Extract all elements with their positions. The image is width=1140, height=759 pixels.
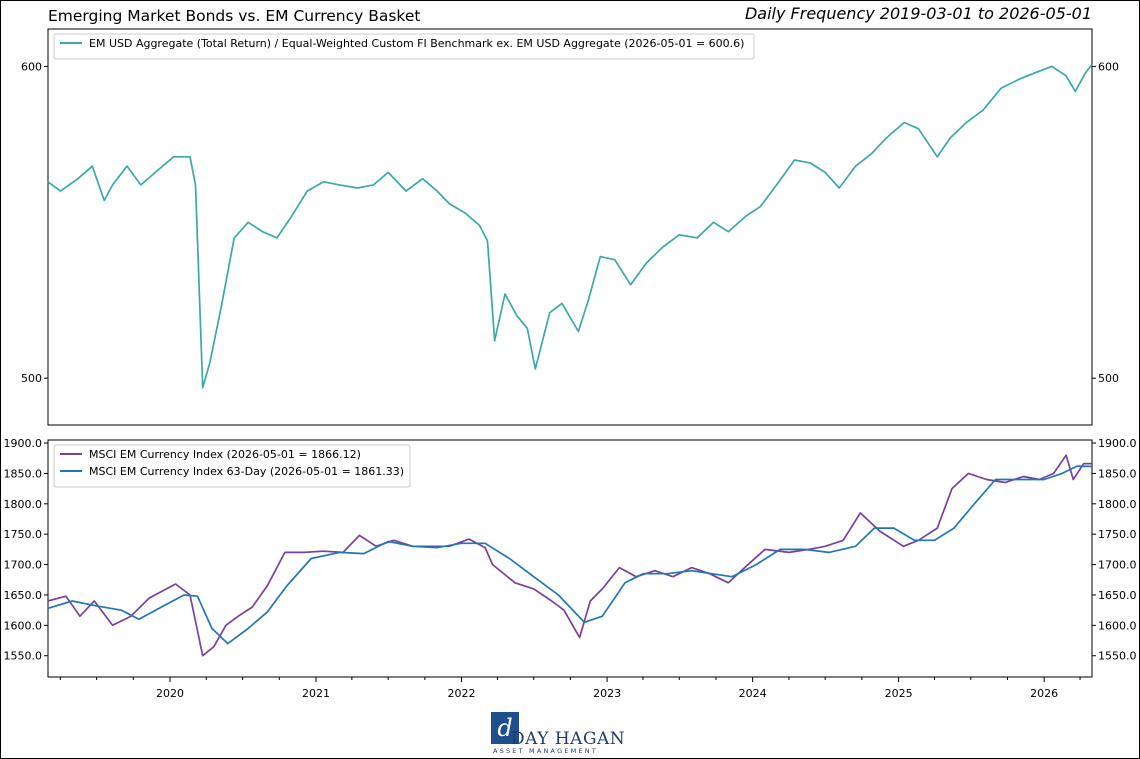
series-line-1 [47,63,1093,389]
x-tick-label: 2020 [156,687,184,700]
y-tick-label-right: 1850.0 [1098,467,1137,480]
y-tick-label-right: 600 [1098,60,1119,73]
x-tick-label: 2021 [302,687,330,700]
chart-subtitle: Daily Frequency 2019-03-01 to 2026-05-01 [744,4,1092,23]
series-line-2 [47,465,1093,645]
y-tick-label-left: 1600.0 [4,619,43,632]
y-tick-label-left: 1850.0 [4,467,43,480]
y-tick-label-left: 1800.0 [4,498,43,511]
chart-title: Emerging Market Bonds vs. EM Currency Ba… [48,7,421,25]
y-tick-label-left: 1900.0 [4,437,43,450]
logo-name: DAY HAGAN [511,729,626,749]
y-tick-label-right: 1650.0 [1098,589,1137,602]
y-tick-label-right: 1700.0 [1098,559,1137,572]
day-hagan-logo: d DAY HAGAN ASSET MANAGEMENT [491,712,625,756]
legend-entry: MSCI EM Currency Index (2026-05-01 = 186… [89,448,361,461]
bottom-panel: 1550.0 1550.0 1600.0 1600.0 1650.0 1650.0 1700… [4,437,1137,700]
legend-box [53,444,411,488]
legend-entry: EM USD Aggregate (Total Return) / Equal-… [89,37,744,50]
y-tick-label-left: 1750.0 [4,528,43,541]
axes-frame [47,28,1093,426]
legend-entry: MSCI EM Currency Index 63-Day (2026-05-0… [89,465,404,478]
x-tick-label: 2024 [739,687,767,700]
y-tick-label-left: 1650.0 [4,589,43,602]
y-tick-label-left: 1550.0 [4,650,43,663]
top-panel: 500 500 600 600 EM USD Aggregate (Total Retu… [21,28,1119,426]
y-tick-label-left: 600 [21,60,42,73]
y-tick-label-left: 500 [21,372,42,385]
y-tick-label-right: 1600.0 [1098,619,1137,632]
y-tick-label-right: 500 [1098,372,1119,385]
logo-tagline: ASSET MANAGEMENT [493,747,598,755]
x-tick-label: 2023 [593,687,621,700]
x-tick-label: 2022 [448,687,476,700]
y-tick-label-left: 1700.0 [4,559,43,572]
x-tick-label: 2025 [885,687,913,700]
legend-box [53,33,755,60]
logo-mark: d [491,712,519,744]
y-tick-label-right: 1800.0 [1098,498,1137,511]
y-tick-label-right: 1550.0 [1098,650,1137,663]
y-tick-label-right: 1900.0 [1098,437,1137,450]
y-tick-label-right: 1750.0 [1098,528,1137,541]
x-tick-label: 2026 [1030,687,1058,700]
